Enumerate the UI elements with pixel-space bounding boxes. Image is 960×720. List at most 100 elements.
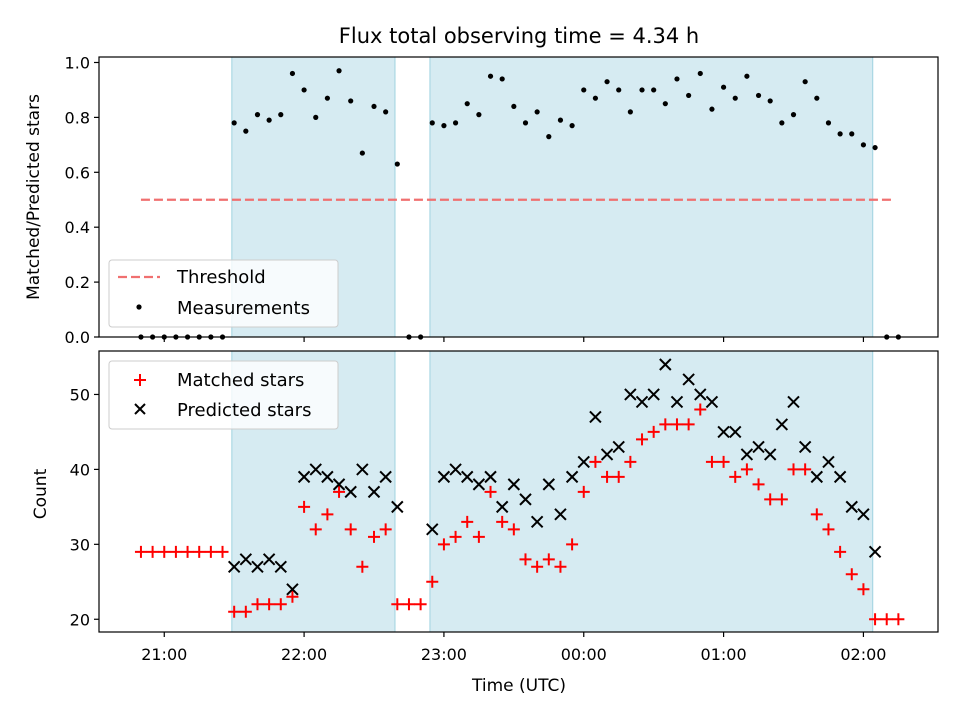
measurement-point [546,134,552,140]
predicted-stars-point [752,440,765,454]
predicted-stars-point [262,553,276,566]
matched-stars-point [519,553,532,566]
measurement-point [814,95,820,101]
matched-stars-point [834,545,847,558]
predicted-stars-point [740,448,754,461]
measurement-point [686,92,692,99]
predicted-stars-point [286,583,299,596]
matched-stars-point [787,463,800,476]
legend-matched-label: Matched stars [177,370,304,391]
measurement-point [348,98,354,104]
y-tick-label: 0.6 [65,163,90,182]
matched-stars-point [344,523,357,536]
matched-stars-point [437,538,450,551]
measurement-point [779,120,785,126]
measurement-point [441,123,447,129]
matched-stars-point [845,568,858,581]
matched-stars-point [670,418,683,431]
matched-stars-point [426,575,439,588]
measurement-point [266,117,272,123]
predicted-stars-point [356,463,369,476]
predicted-stars-point [798,440,812,454]
y-axis-label-bottom: Count [31,468,51,519]
measurement-point [709,106,715,112]
plot-frame-bottom [98,350,939,633]
matched-stars-point [601,470,614,483]
measurement-point [825,120,832,126]
legend-bottom: Matched stars Predicted stars [108,360,339,430]
matched-stars-point [880,613,893,626]
predicted-stars-point [624,388,637,401]
legend-matched-swatch [134,374,146,386]
matched-stars-point [775,493,788,506]
predicted-stars-point [332,478,346,491]
matched-stars-point [869,613,882,626]
x-tick-label: 21:00 [141,645,187,664]
y-axis-ticks-top: 0.0 0.2 0.4 0.6 0.8 1.0 [65,53,99,347]
measurement-point [697,70,703,77]
x-axis-label: Time (UTC) [471,676,566,696]
measurement-point [860,142,867,148]
measurement-point [849,131,855,137]
matched-stars-point [822,523,835,536]
predicted-stars-point [612,440,625,454]
matched-stars-point [659,418,672,431]
x-tick-label: 01:00 [701,645,747,664]
measurement-point [651,87,657,93]
predicted-stars-point [227,560,241,574]
matched-stars-point [134,545,147,558]
predicted-stars-point [239,553,253,566]
measurement-point [662,101,668,107]
measurement-point [278,112,284,118]
predicted-stars-point [705,395,719,409]
measurement-point [452,120,459,126]
measurement-point [767,98,773,104]
count-points [134,358,905,626]
x-tick-label: 00:00 [561,645,607,664]
measurement-point [499,76,505,82]
y-axis-ticks-bottom: 20 30 40 50 [70,385,99,629]
measurement-point [324,95,330,101]
legend-box-top [108,259,339,328]
observing-intervals-top [231,56,874,338]
shaded-interval [429,56,874,338]
predicted-stars-point [507,478,521,491]
measurement-point [522,120,529,126]
matched-stars-point [647,425,660,438]
predicted-stars-point [565,470,579,484]
predicted-stars-point [472,478,486,491]
predicted-stars-point [600,448,614,461]
x-tick-label: 02:00 [840,645,886,664]
matched-stars-point [705,455,718,468]
predicted-stars-point [251,560,264,574]
predicted-stars-point [670,395,684,409]
predicted-stars-point [379,470,392,484]
predicted-stars-point [437,470,451,484]
matched-stars-point [857,583,870,596]
y-tick-label: 0.4 [65,218,90,237]
matched-stars-point [158,545,171,558]
predicted-stars-point [589,410,602,424]
x-tick-label: 22:00 [281,645,327,664]
predicted-stars-point [519,493,532,506]
matched-stars-point [729,470,742,483]
legend-threshold-label: Threshold [176,267,266,288]
y-tick-label: 0.2 [65,273,90,292]
predicted-stars-point [787,395,800,409]
matched-stars-point [589,455,602,468]
legend-predicted-swatch [134,403,146,415]
predicted-stars-point [647,388,660,401]
matched-stars-point [810,508,823,521]
predicted-stars-point [857,508,870,521]
measurement-point [231,120,237,126]
measurement-point [313,114,319,120]
measurement-point [790,112,797,118]
measurement-point [837,131,843,137]
measurement-point [429,120,435,126]
measurement-point [674,76,680,82]
y-axis-label-top: Matched/Predicted stars [24,94,44,300]
matched-stars-point [449,530,462,543]
matched-stars-point [507,523,520,536]
measurement-point [732,95,738,101]
measurement-point [569,123,575,129]
